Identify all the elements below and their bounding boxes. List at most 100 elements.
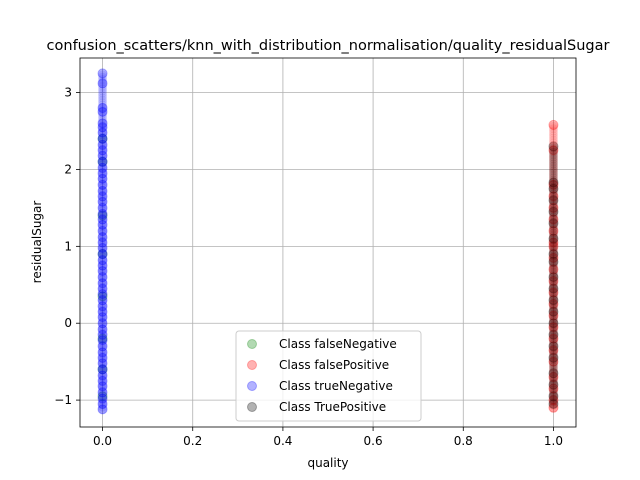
- scatter-point: [548, 263, 558, 273]
- scatter-point: [548, 330, 558, 340]
- scatter-point: [98, 167, 108, 177]
- scatter-point: [548, 345, 558, 355]
- scatter-point: [98, 367, 108, 377]
- scatter-point: [548, 334, 558, 344]
- scatter-point: [548, 232, 558, 242]
- scatter-point: [548, 383, 559, 394]
- scatter-point: [98, 125, 108, 135]
- scatter-point: [98, 190, 108, 200]
- scatter-point: [548, 200, 558, 210]
- scatter-point: [98, 402, 108, 412]
- scatter-point: [548, 299, 558, 309]
- scatter-point: [98, 123, 108, 133]
- scatter-point: [548, 218, 559, 229]
- scatter-point: [548, 394, 558, 404]
- scatter-point: [98, 169, 108, 179]
- scatter-point: [548, 187, 558, 197]
- scatter-point: [98, 282, 108, 292]
- scatter-point: [548, 177, 558, 187]
- scatter-point: [548, 159, 558, 169]
- scatter-point: [548, 230, 558, 240]
- scatter-point: [97, 329, 108, 340]
- scatter-point: [98, 109, 108, 119]
- scatter-point: [548, 221, 558, 231]
- scatter-point: [97, 242, 108, 253]
- scatter-point: [98, 227, 108, 237]
- scatter-point: [98, 204, 108, 214]
- scatter-point: [98, 206, 108, 216]
- scatter-point: [98, 224, 108, 234]
- scatter-point: [548, 182, 558, 192]
- scatter-point: [548, 121, 558, 131]
- scatter-point: [97, 375, 108, 386]
- scatter-point: [548, 269, 558, 279]
- scatter-point: [548, 234, 558, 244]
- scatter-point: [548, 341, 559, 352]
- scatter-point: [548, 211, 558, 221]
- scatter-point: [97, 347, 108, 358]
- scatter-point: [548, 141, 559, 152]
- scatter-point: [548, 387, 558, 397]
- scatter-point: [548, 311, 558, 321]
- scatter-point: [548, 338, 558, 348]
- scatter-point: [548, 164, 558, 174]
- scatter-point: [548, 257, 558, 267]
- scatter-point: [548, 324, 558, 334]
- scatter-point: [97, 202, 108, 213]
- scatter-point: [548, 161, 558, 171]
- scatter-point: [548, 387, 558, 397]
- scatter-point: [98, 335, 108, 345]
- scatter-point: [98, 194, 108, 204]
- scatter-point: [548, 308, 558, 318]
- scatter-point: [548, 377, 558, 387]
- scatter-point: [548, 237, 559, 248]
- scatter-point: [97, 391, 108, 402]
- scatter-point: [548, 346, 558, 356]
- scatter-point: [548, 264, 559, 275]
- scatter-point: [548, 347, 558, 357]
- grid: [80, 58, 576, 427]
- scatter-point: [548, 357, 558, 367]
- x-tick-label: 0.4: [273, 434, 292, 448]
- scatter-point: [548, 400, 558, 410]
- scatter-point: [98, 245, 108, 255]
- scatter-point: [548, 194, 558, 204]
- scatter-point: [98, 183, 108, 193]
- scatter-point: [97, 145, 108, 156]
- scatter-point: [548, 214, 558, 224]
- scatter-point: [548, 242, 558, 252]
- scatter-point: [97, 398, 108, 409]
- scatter-point: [548, 156, 558, 166]
- scatter-point: [548, 309, 558, 319]
- scatter-point: [548, 278, 558, 288]
- scatter-point: [98, 250, 108, 260]
- scatter-point: [98, 197, 108, 207]
- scatter-point: [548, 154, 558, 164]
- scatter-point: [548, 343, 558, 353]
- scatter-point: [548, 255, 558, 265]
- scatter-point: [548, 299, 559, 309]
- scatter-point: [98, 116, 108, 126]
- scatter-point: [548, 378, 558, 388]
- scatter-point: [548, 359, 558, 369]
- scatter-point: [548, 249, 559, 260]
- scatter-point: [97, 306, 108, 317]
- scatter-point: [548, 352, 559, 363]
- scatter-point: [97, 370, 108, 381]
- scatter-point: [548, 399, 558, 409]
- scatter-point: [548, 181, 558, 191]
- scatter-point: [548, 272, 559, 283]
- scatter-point: [548, 161, 558, 171]
- scatter-point: [548, 265, 558, 275]
- scatter-point: [98, 238, 108, 248]
- scatter-point: [98, 381, 108, 391]
- scatter-point: [548, 395, 559, 406]
- scatter-point: [98, 289, 108, 299]
- scatter-point: [97, 364, 108, 375]
- scatter-point: [548, 372, 559, 383]
- scatter-point: [98, 243, 108, 253]
- scatter-point: [97, 106, 108, 117]
- scatter-point: [98, 139, 108, 149]
- scatter-point: [97, 352, 108, 363]
- scatter-point: [98, 377, 108, 387]
